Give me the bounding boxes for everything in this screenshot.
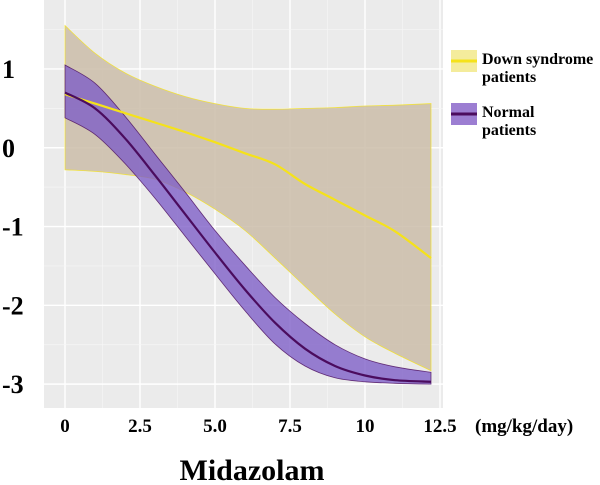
legend-label-down-syndrome: Down syndrome patients (482, 51, 593, 86)
x-tick-label: 2.5 (128, 416, 152, 437)
x-axis-ticks: 0 2.5 5.0 7.5 10 12.5 (60, 416, 456, 437)
legend: Down syndrome patients Normal patients (451, 50, 593, 139)
confidence-bands (64, 24, 432, 385)
y-tick-label: 0 (2, 134, 15, 163)
y-tick-label: 1 (2, 55, 15, 84)
band-normal (64, 64, 432, 385)
y-tick-label: -1 (2, 213, 24, 242)
line-down-syndrome (64, 93, 432, 259)
x-tick-label: 5.0 (203, 416, 227, 437)
y-axis-ticks: -3 -2 -1 0 1 2 (2, 0, 24, 399)
x-axis-label: Midazolam (180, 454, 325, 485)
legend-label-normal: Normal patients (482, 104, 536, 139)
x-axis-unit: (mg/kg/day) (475, 416, 573, 437)
y-tick-label: 2 (2, 0, 15, 5)
y-tick-label: -3 (2, 370, 24, 399)
x-tick-label: 0 (60, 416, 70, 437)
series-lines (64, 91, 432, 383)
x-tick-label: 10 (356, 416, 375, 437)
x-tick-label: 12.5 (423, 416, 456, 437)
x-tick-label: 7.5 (278, 416, 302, 437)
y-tick-label: -2 (2, 291, 24, 320)
line-normal (64, 91, 432, 383)
